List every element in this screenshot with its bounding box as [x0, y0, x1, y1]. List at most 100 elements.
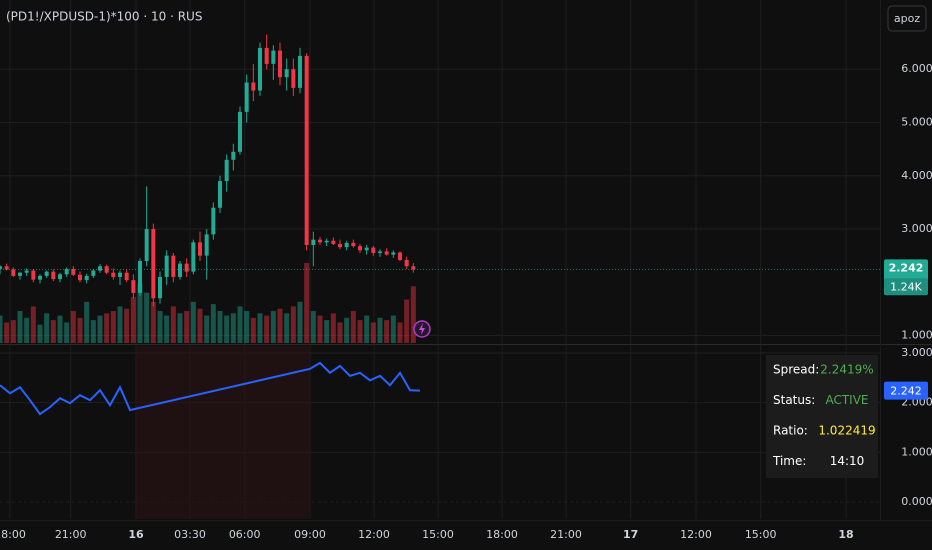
x-tick-label: 18: [838, 528, 853, 541]
candle-body: [318, 239, 322, 243]
last-price-label: 2.242: [889, 261, 924, 274]
volume-bar: [384, 320, 390, 343]
x-tick-label: 21:00: [55, 528, 87, 541]
volume-bar: [364, 315, 370, 343]
candle-body: [184, 263, 189, 272]
volume-bar: [304, 262, 310, 343]
volume-bar: [57, 315, 63, 343]
volume-bar: [90, 320, 96, 343]
user-button-label[interactable]: apoz: [894, 12, 920, 25]
candle-body: [158, 276, 162, 299]
volume-bar: [130, 297, 136, 343]
volume-bar: [24, 317, 30, 343]
highlight-region: [135, 346, 310, 519]
candle-body: [344, 242, 349, 248]
table-label: Time:: [772, 454, 806, 468]
candle-body: [411, 266, 416, 270]
table-value: 14:10: [830, 454, 865, 468]
candle-body: [404, 259, 409, 267]
volume-bar: [344, 317, 350, 343]
table-label: Ratio:: [773, 424, 808, 438]
y-tick-label: 4.000: [901, 169, 932, 182]
x-tick-label: 06:00: [229, 528, 261, 541]
volume-bar: [70, 310, 76, 343]
table-label: Status:: [773, 393, 815, 407]
candle-body: [331, 240, 336, 244]
volume-bar: [197, 308, 203, 343]
candle-body: [224, 159, 229, 182]
candle-body: [258, 47, 262, 91]
y-tick-label: 3.000: [901, 346, 932, 359]
candle-body: [124, 272, 129, 281]
y-tick-label: 6.000: [901, 62, 932, 75]
x-tick-label: 18:00: [486, 528, 518, 541]
last-value-label: 2.242: [890, 385, 922, 398]
x-tick-label: 18:00: [0, 528, 26, 541]
candle-body: [84, 275, 89, 281]
table-value: 2.2419%: [820, 363, 873, 377]
volume-bar: [370, 322, 376, 343]
x-tick-label: 17: [623, 528, 638, 541]
candle-body: [178, 263, 182, 277]
volume-bar: [204, 315, 210, 343]
y-tick-label: 1.000: [901, 329, 932, 342]
volume-tag: [884, 278, 928, 296]
last-value-tag: [884, 381, 928, 400]
user-button[interactable]: [887, 5, 927, 32]
candle-body: [0, 266, 2, 269]
volume-bar: [10, 320, 16, 343]
volume-bar: [144, 292, 150, 343]
volume-bar: [177, 313, 183, 343]
volume-bar: [357, 320, 363, 343]
candle-body: [271, 50, 276, 64]
volume-bar: [297, 301, 303, 343]
volume-bar: [390, 315, 396, 343]
y-tick-label: 1.000: [901, 445, 932, 458]
x-tick-label: 16: [128, 528, 144, 541]
candle-body: [78, 274, 82, 281]
x-tick-label: 03:30: [174, 528, 206, 541]
candle-body: [131, 280, 136, 293]
volume-bar: [377, 317, 383, 343]
table-value: 1.022419: [818, 424, 875, 438]
volume-bar: [350, 310, 356, 343]
x-tick-label: 15:00: [422, 528, 454, 541]
candle-body: [251, 82, 256, 91]
volume-bar: [110, 310, 116, 343]
candle-body: [398, 252, 402, 260]
x-tick-label: 15:00: [745, 528, 777, 541]
volume-bar: [330, 313, 336, 343]
volume-bar: [217, 310, 223, 343]
candle-body: [151, 229, 156, 299]
volume-bar: [124, 308, 130, 343]
candle-body: [198, 242, 202, 256]
candle-body: [164, 255, 169, 277]
volume-bar: [4, 322, 10, 343]
candle-body: [304, 55, 309, 245]
volume-bar: [104, 313, 110, 343]
candle-body: [104, 266, 109, 273]
info-table: [766, 355, 878, 478]
candle-body: [284, 69, 289, 78]
volume-bar: [50, 320, 56, 343]
volume-bar: [310, 310, 316, 343]
labels: 1.0003.0004.0005.0006.0000.0001.0002.000…: [0, 62, 932, 541]
volume-bar: [170, 306, 176, 343]
volume-bar: [230, 313, 236, 343]
candle-body: [11, 269, 16, 276]
candle-body: [191, 242, 196, 272]
candle-body: [211, 207, 216, 235]
volume-bar: [137, 283, 143, 343]
volume-bar: [0, 315, 3, 343]
volume-bar: [117, 306, 123, 343]
x-tick-label: 09:00: [294, 528, 326, 541]
candle-body: [298, 55, 302, 88]
y-tick-label: 3.000: [901, 222, 932, 235]
candle-body: [218, 181, 222, 208]
volume-bar: [284, 313, 290, 343]
volume-bar: [397, 322, 403, 343]
volume-label: 1.24K: [890, 280, 922, 293]
candle-body: [278, 50, 282, 78]
volume-bar: [244, 310, 250, 343]
candle-body: [371, 247, 376, 253]
